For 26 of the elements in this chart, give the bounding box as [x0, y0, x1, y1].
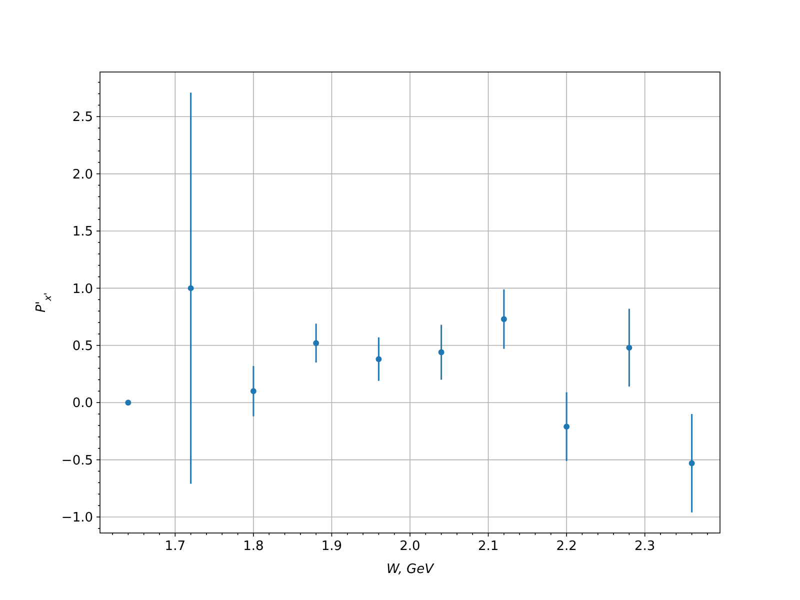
y-tick-label: 0.0 — [72, 396, 93, 412]
point — [688, 460, 695, 466]
point — [438, 349, 444, 356]
y-tick-label: −1.0 — [61, 510, 93, 526]
y-tick-label: 1.0 — [72, 282, 93, 297]
x-axis-title: W, GeV — [386, 562, 435, 577]
point — [626, 344, 632, 351]
x-tick-label: 2.1 — [478, 539, 499, 554]
y-tick-label: 1.5 — [72, 224, 93, 240]
point — [125, 400, 132, 406]
y-tick-label: 0.5 — [72, 338, 93, 354]
point — [500, 316, 507, 322]
x-tick-label: 1.8 — [243, 539, 264, 554]
x-tick-label: 1.9 — [321, 539, 342, 554]
x-tick-label: 2.0 — [400, 539, 420, 554]
x-tick-label: 1.7 — [164, 539, 186, 554]
y-tick-label: −0.5 — [61, 453, 93, 468]
point — [188, 285, 194, 292]
y-tick-label: 2.5 — [72, 110, 93, 126]
x-tick-label: 2.2 — [556, 539, 577, 554]
point — [313, 340, 320, 346]
point — [564, 424, 570, 430]
x-tick-label: 2.3 — [634, 539, 656, 554]
y-tick-label: 2.0 — [72, 167, 93, 182]
point — [250, 388, 256, 394]
point — [376, 356, 382, 362]
